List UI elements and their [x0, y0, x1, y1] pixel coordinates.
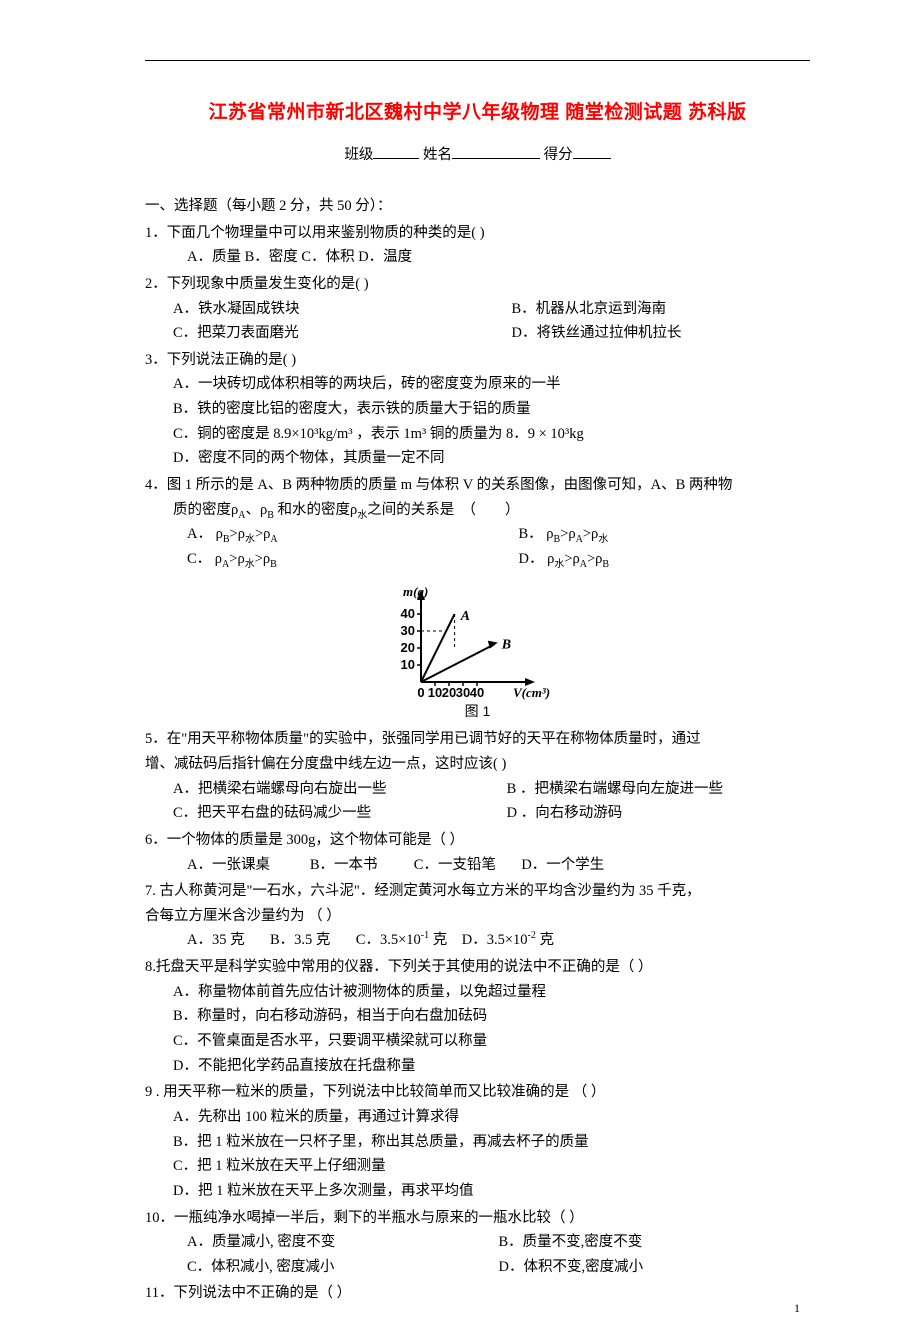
svg-text:20: 20: [441, 685, 455, 700]
q3-stem: 3．下列说法正确的是( ): [145, 348, 810, 373]
q5-stem2: 增、减砝码后指针偏在分度盘中线左边一点，这时应该( ): [145, 752, 810, 777]
question-7: 7. 古人称黄河是"一石水，六斗泥"．经测定黄河水每立方米的平均含沙量约为 35…: [145, 879, 810, 953]
mv-chart-svg: 10203040010203040m(g)V(cm³)AB: [383, 582, 573, 702]
top-rule: [145, 60, 810, 61]
class-label: 班级: [344, 147, 373, 163]
q8-b: B．称量时，向右移动游码，相当于向右盘加砝码: [173, 1004, 810, 1029]
q4-c: C． ρA>ρ水>ρB: [187, 547, 479, 572]
q4-stem1: 4．图 1 所示的是 A、B 两种物质的质量 m 与体积 V 的关系图像，由图像…: [145, 473, 810, 498]
q4-d: D． ρ水>ρA>ρB: [479, 547, 811, 572]
question-4: 4．图 1 所示的是 A、B 两种物质的质量 m 与体积 V 的关系图像，由图像…: [145, 473, 810, 572]
q5-d: D ．向右移动游码: [507, 801, 810, 826]
q4-b: B． ρB>ρA>ρ水: [479, 522, 811, 547]
question-11: 11．下列说法中不正确的是（ ）: [145, 1281, 810, 1306]
svg-text:B: B: [500, 637, 510, 652]
page-number: 1: [794, 1298, 800, 1318]
q8-c: C．不管桌面是否水平，只要调平横梁就可以称量: [173, 1029, 810, 1054]
svg-text:20: 20: [400, 640, 414, 655]
svg-text:0: 0: [417, 685, 424, 700]
q7-stem2: 合每立方厘米含沙量约为 （ ）: [145, 904, 810, 929]
q3-c: C．铜的密度是 8.9×10³kg/m³ ，表示 1m³ 铜的质量为 8．9 ×…: [173, 422, 810, 447]
question-8: 8.托盘天平是科学实验中常用的仪器．下列关于其使用的说法中不正确的是（ ） A．…: [145, 955, 810, 1078]
q10-stem: 10．一瓶纯净水喝掉一半后，剩下的半瓶水与原来的一瓶水比较（ ）: [145, 1206, 810, 1231]
q10-d: D．体积不变,密度减小: [499, 1255, 811, 1280]
name-blank: [452, 144, 540, 160]
q9-a: A．先称出 100 粒米的质量，再通过计算求得: [173, 1105, 810, 1130]
question-3: 3．下列说法正确的是( ) A．一块砖切成体积相等的两块后，砖的密度变为原来的一…: [145, 348, 810, 471]
header-form: 班级 姓名 得分: [145, 143, 810, 168]
q1-options: A．质量 B．密度 C．体积 D．温度: [145, 245, 810, 270]
document-title: 江苏省常州市新北区魏村中学八年级物理 随堂检测试题 苏科版: [145, 97, 810, 129]
figure-1: 10203040010203040m(g)V(cm³)AB 图 1: [145, 582, 810, 724]
score-blank: [573, 144, 611, 160]
q2-b: B．机器从北京运到海南: [472, 297, 811, 322]
q10-c: C．体积减小, 密度减小: [187, 1255, 499, 1280]
q2-a: A．铁水凝固成铁块: [173, 297, 472, 322]
q2-stem: 2．下列现象中质量发生变化的是( ): [145, 272, 810, 297]
q10-b: B．质量不变,密度不变: [499, 1230, 811, 1255]
q8-d: D．不能把化学药品直接放在托盘称量: [173, 1054, 810, 1079]
q9-b: B．把 1 粒米放在一只杯子里，称出其总质量，再减去杯子的质量: [173, 1130, 810, 1155]
figure-1-caption: 图 1: [145, 700, 810, 724]
q9-d: D．把 1 粒米放在天平上多次测量，再求平均值: [173, 1179, 810, 1204]
question-5: 5．在"用天平称物体质量"的实验中，张强同学用已调节好的天平在称物体质量时，通过…: [145, 727, 810, 826]
q5-stem1: 5．在"用天平称物体质量"的实验中，张强同学用已调节好的天平在称物体质量时，通过: [145, 727, 810, 752]
question-1: 1．下面几个物理量中可以用来鉴别物质的种类的是( ) A．质量 B．密度 C．体…: [145, 221, 810, 270]
svg-text:10: 10: [427, 685, 441, 700]
q7-options: A．35 克 B．3.5 克 C．3.5×10-1 克 D．3.5×10-2 克: [145, 928, 810, 953]
class-blank: [373, 144, 419, 160]
q11-stem: 11．下列说法中不正确的是（ ）: [145, 1281, 810, 1306]
svg-text:V(cm³): V(cm³): [513, 685, 550, 700]
name-label: 姓名: [423, 147, 452, 163]
q5-c: C．把天平右盘的砝码减少一些: [173, 801, 507, 826]
svg-text:A: A: [459, 609, 469, 624]
question-2: 2．下列现象中质量发生变化的是( ) A．铁水凝固成铁块 B．机器从北京运到海南…: [145, 272, 810, 346]
q2-c: C．把菜刀表面磨光: [173, 321, 472, 346]
q3-b: B．铁的密度比铝的密度大，表示铁的质量大于铝的质量: [173, 397, 810, 422]
q6-stem: 6．一个物体的质量是 300g，这个物体可能是（ ）: [145, 828, 810, 853]
q6-options: A．一张课桌 B．一本书 C．一支铅笔 D．一个学生: [145, 853, 810, 878]
question-9: 9 . 用天平称一粒米的质量，下列说法中比较简单而又比较准确的是 （ ） A．先…: [145, 1080, 810, 1203]
q4-stem2: 质的密度ρA、ρB 和水的密度ρ水之间的关系是 （ ）: [145, 498, 810, 523]
question-6: 6．一个物体的质量是 300g，这个物体可能是（ ） A．一张课桌 B．一本书 …: [145, 828, 810, 877]
q4-a: A． ρB>ρ水>ρA: [187, 522, 479, 547]
svg-text:40: 40: [469, 685, 483, 700]
svg-text:30: 30: [400, 623, 414, 638]
question-10: 10．一瓶纯净水喝掉一半后，剩下的半瓶水与原来的一瓶水比较（ ） A．质量减小,…: [145, 1206, 810, 1280]
svg-text:40: 40: [400, 606, 414, 621]
svg-text:30: 30: [455, 685, 469, 700]
section-1-heading: 一、选择题（每小题 2 分，共 50 分）：: [145, 194, 810, 219]
q5-a: A．把横梁右端螺母向右旋出一些: [173, 777, 507, 802]
svg-text:10: 10: [400, 657, 414, 672]
q3-a: A．一块砖切成体积相等的两块后，砖的密度变为原来的一半: [173, 372, 810, 397]
q10-a: A．质量减小, 密度不变: [187, 1230, 499, 1255]
score-label: 得分: [544, 147, 573, 163]
q9-c: C．把 1 粒米放在天平上仔细测量: [173, 1154, 810, 1179]
q5-b: B ．把横梁右端螺母向左旋进一些: [507, 777, 810, 802]
svg-text:m(g): m(g): [403, 584, 428, 599]
q2-d: D．将铁丝通过拉伸机拉长: [472, 321, 811, 346]
q1-stem: 1．下面几个物理量中可以用来鉴别物质的种类的是( ): [145, 221, 810, 246]
q8-stem: 8.托盘天平是科学实验中常用的仪器．下列关于其使用的说法中不正确的是（ ）: [145, 955, 810, 980]
q8-a: A．称量物体前首先应估计被测物体的质量，以免超过量程: [173, 980, 810, 1005]
q3-d: D．密度不同的两个物体，其质量一定不同: [173, 446, 810, 471]
q7-stem1: 7. 古人称黄河是"一石水，六斗泥"．经测定黄河水每立方米的平均含沙量约为 35…: [145, 879, 810, 904]
q9-stem: 9 . 用天平称一粒米的质量，下列说法中比较简单而又比较准确的是 （ ）: [145, 1080, 810, 1105]
page-container: 江苏省常州市新北区魏村中学八年级物理 随堂检测试题 苏科版 班级 姓名 得分 一…: [0, 0, 920, 1328]
